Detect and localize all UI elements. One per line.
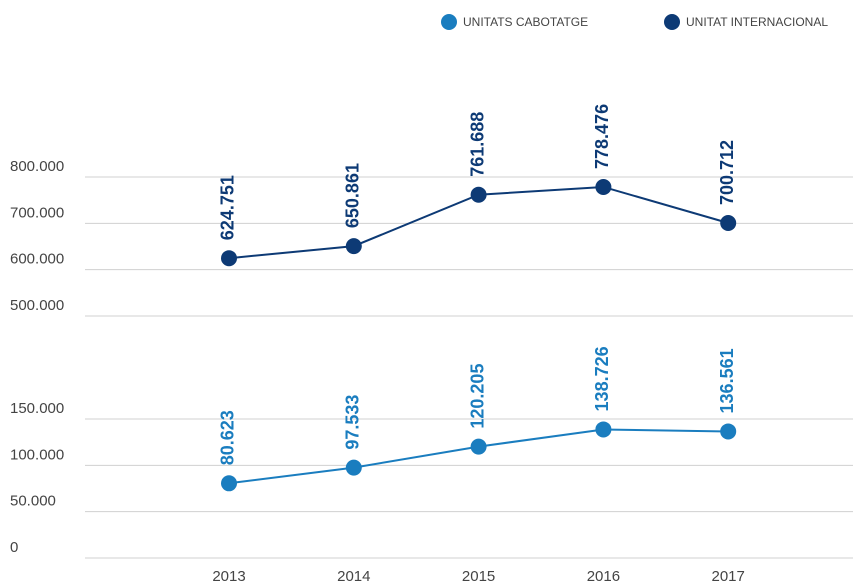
- y-tick-label: 800.000: [10, 158, 64, 175]
- data-point: [221, 250, 237, 267]
- y-tick-label: 700.000: [10, 204, 64, 221]
- data-label: 97.533: [343, 395, 363, 450]
- legend-marker: [664, 14, 680, 30]
- legend-marker: [441, 14, 457, 30]
- x-tick-label: 2016: [587, 568, 620, 585]
- data-point: [345, 459, 362, 476]
- data-label: 700.712: [717, 140, 737, 205]
- data-point: [470, 186, 487, 203]
- data-point: [720, 215, 737, 232]
- y-tick-label: 0: [10, 539, 18, 556]
- data-label: 120.205: [467, 364, 487, 429]
- data-label: 761.688: [467, 112, 487, 177]
- y-tick-label: 50.000: [10, 493, 56, 510]
- data-point: [345, 238, 362, 255]
- legend-label: UNITATS CABOTATGE: [463, 15, 588, 29]
- data-label: 650.861: [343, 163, 363, 228]
- y-tick-label: 600.000: [10, 251, 64, 268]
- data-label: 80.623: [218, 410, 238, 465]
- series-line: [228, 428, 729, 485]
- data-label: 138.726: [592, 346, 612, 411]
- data-point: [595, 421, 612, 438]
- data-point: [720, 423, 737, 440]
- data-point: [221, 475, 237, 492]
- x-tick-label: 2017: [712, 568, 745, 585]
- data-label: 624.751: [218, 175, 238, 240]
- x-tick-label: 2013: [212, 568, 245, 585]
- y-tick-label: 100.000: [10, 446, 64, 463]
- x-tick-label: 2015: [462, 568, 495, 585]
- data-label: 778.476: [592, 104, 612, 169]
- x-tick-label: 2014: [337, 568, 370, 585]
- data-point: [470, 438, 487, 455]
- data-point: [595, 178, 612, 195]
- legend-label: UNITAT INTERNACIONAL: [686, 15, 828, 29]
- y-tick-label: 500.000: [10, 297, 64, 314]
- data-label: 136.561: [717, 348, 737, 413]
- y-tick-label: 150.000: [10, 400, 64, 417]
